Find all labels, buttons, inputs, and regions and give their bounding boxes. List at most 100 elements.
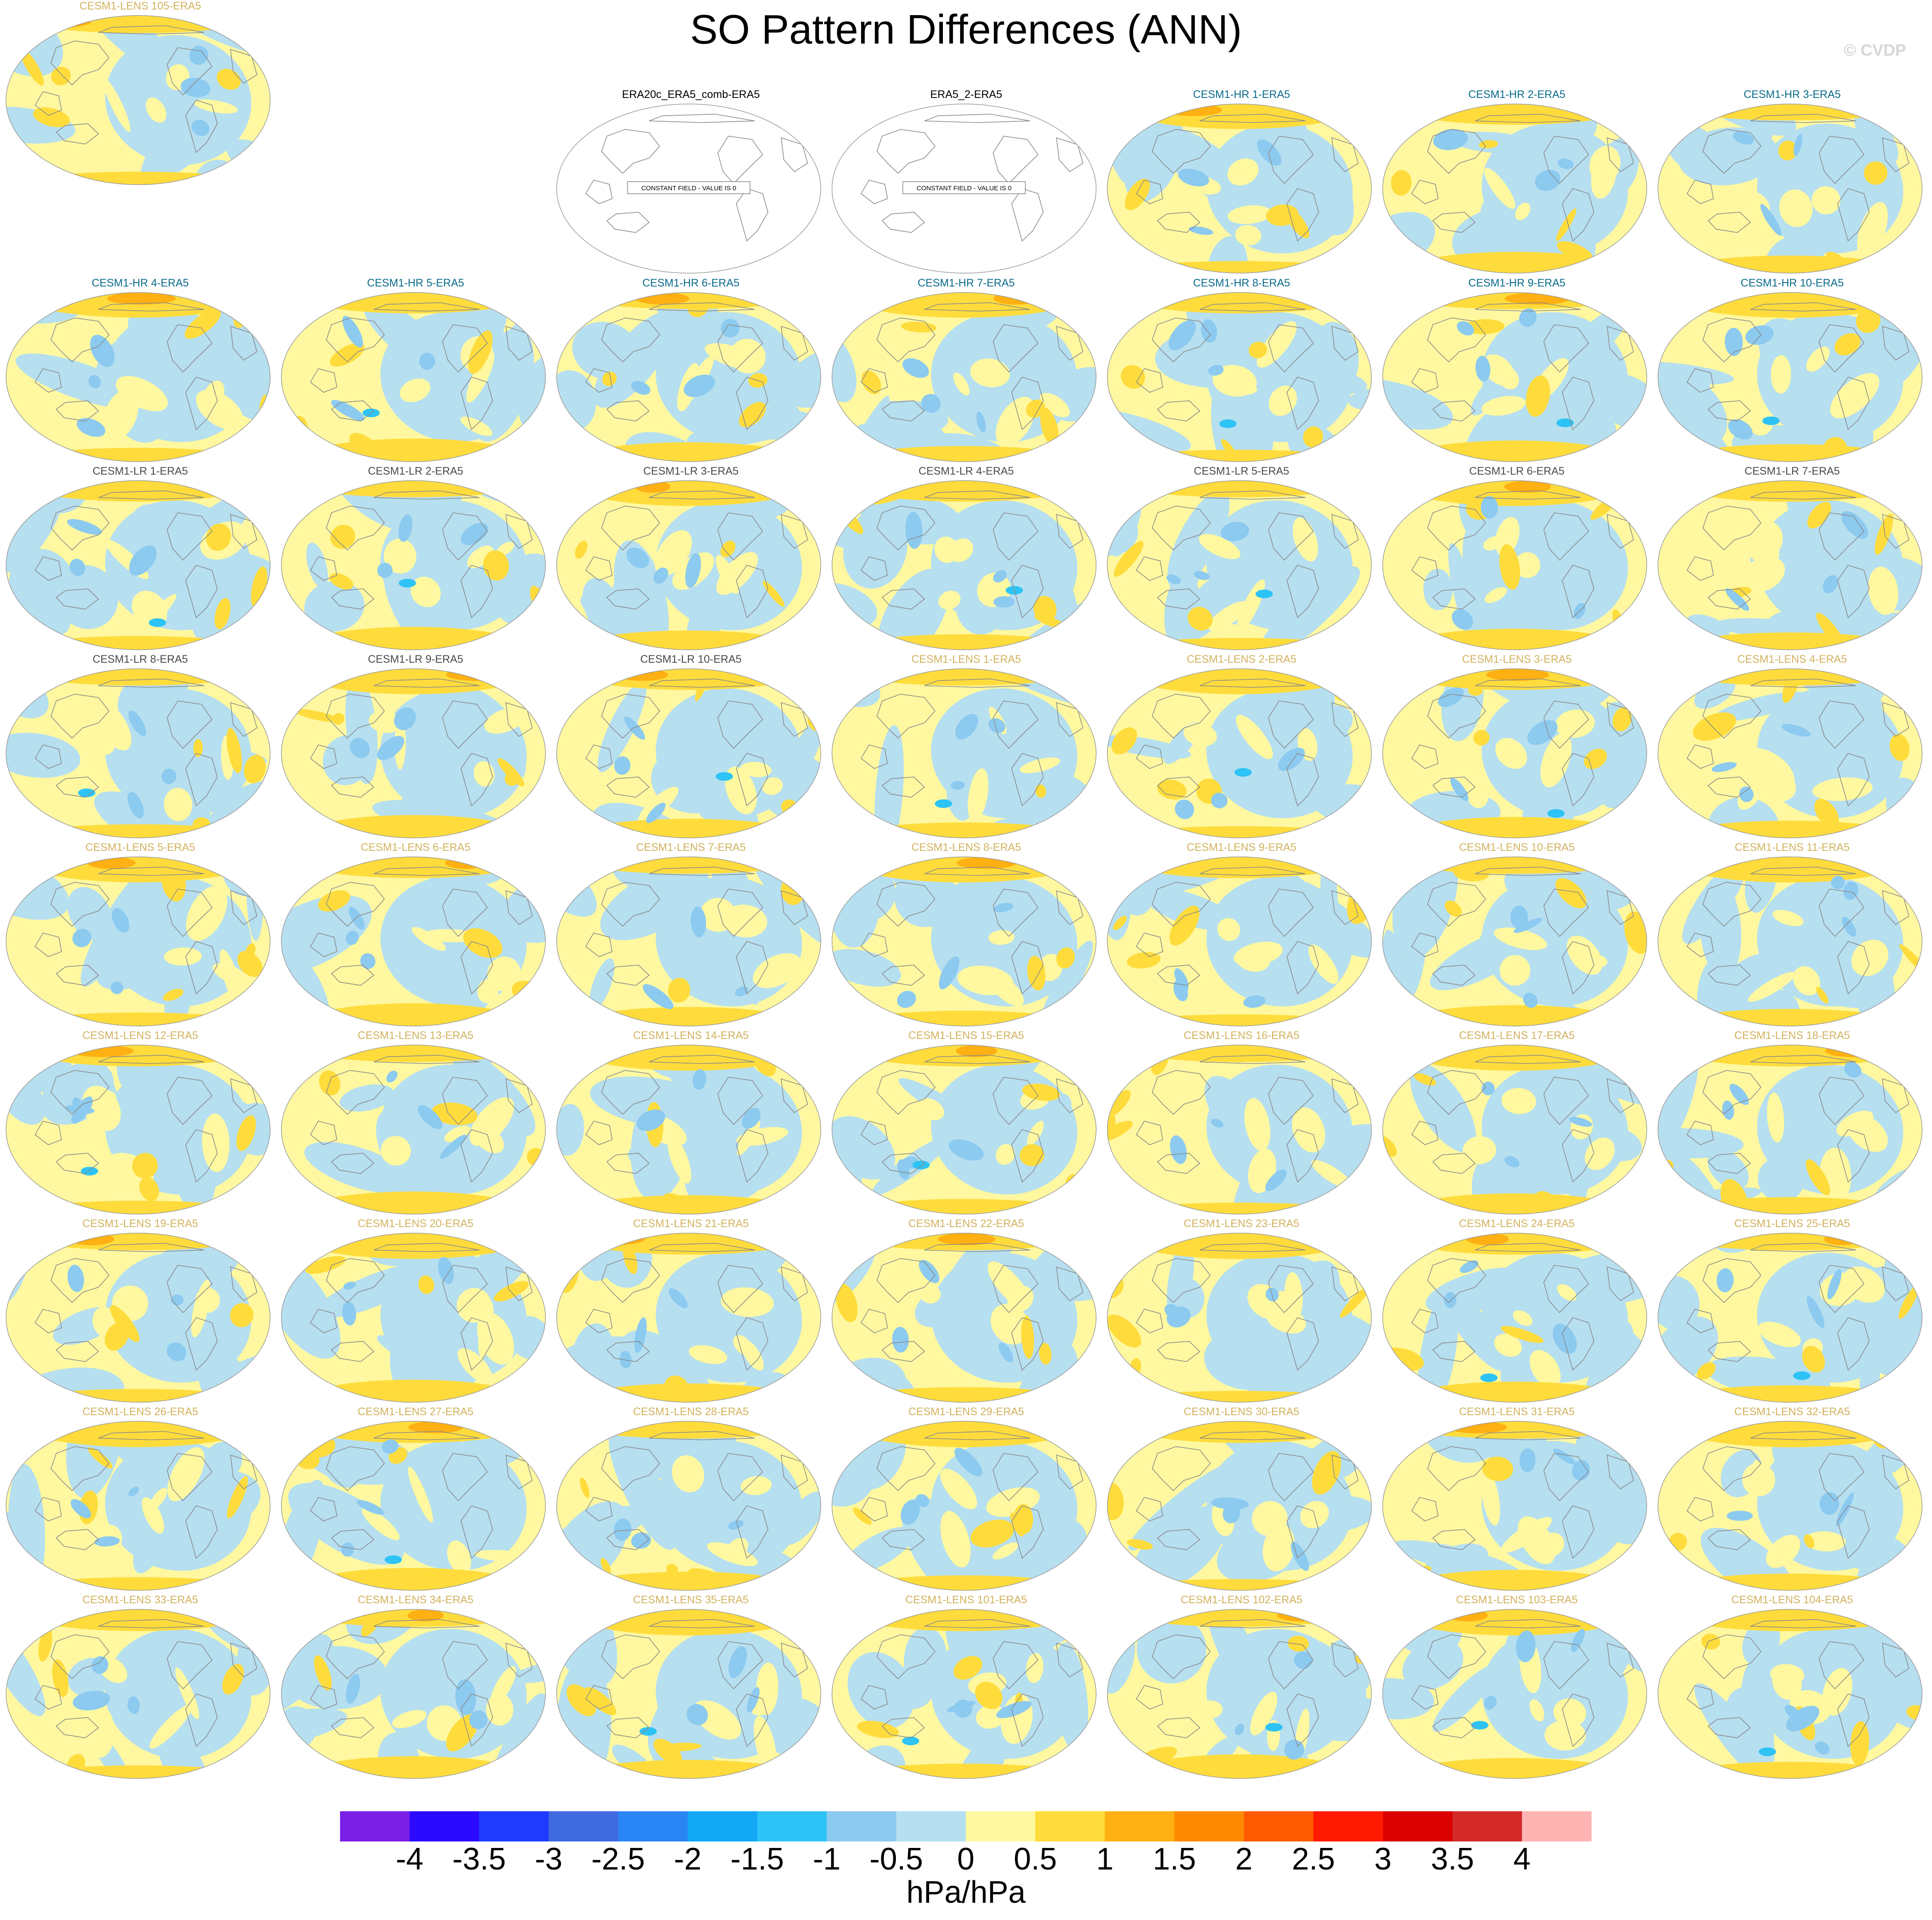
negative-anomaly-region bbox=[614, 540, 669, 650]
strong-negative-anomaly-region bbox=[624, 716, 645, 740]
positive-anomaly-region bbox=[17, 1609, 259, 1631]
coastline bbox=[993, 512, 1039, 561]
strong-negative-anomaly-region bbox=[1201, 319, 1217, 343]
coastline bbox=[230, 1643, 258, 1678]
coastline bbox=[56, 965, 99, 986]
coastline bbox=[1475, 1431, 1581, 1440]
positive-anomaly-region bbox=[92, 699, 132, 751]
negative-anomaly-region bbox=[1522, 752, 1574, 838]
strong-negative-anomaly-region bbox=[128, 1486, 139, 1497]
positive-anomaly-region bbox=[467, 545, 494, 569]
map-panel: CESM1-LENS 31-ERA5 bbox=[1381, 1406, 1653, 1594]
coastline bbox=[310, 368, 337, 393]
map-panel-title: CESM1-LENS 19-ERA5 bbox=[82, 1218, 199, 1230]
positive-anomaly-region bbox=[1035, 784, 1046, 798]
coastline bbox=[373, 302, 480, 312]
strong-negative-anomaly-region bbox=[438, 1257, 454, 1284]
positive-anomaly-region bbox=[1494, 1333, 1522, 1357]
positive-anomaly-region bbox=[237, 951, 263, 977]
strong-negative-anomaly-region bbox=[419, 353, 435, 370]
negative-anomaly-region bbox=[685, 1131, 778, 1207]
negative-anomaly-region bbox=[848, 1652, 915, 1729]
positive-anomaly-region bbox=[1620, 1421, 1647, 1432]
map-panel-title: ERA20c_ERA5_comb-ERA5 bbox=[622, 88, 760, 101]
positive-anomaly-region bbox=[1669, 1421, 1911, 1448]
positive-anomaly-region bbox=[1403, 440, 1627, 462]
coastline bbox=[98, 490, 205, 500]
map-panel-title: CESM1-HR 4-ERA5 bbox=[91, 277, 189, 289]
coastline bbox=[736, 753, 769, 807]
negative-anomaly-region bbox=[94, 791, 195, 838]
positive-anomaly-region bbox=[688, 1568, 727, 1585]
positive-anomaly-region bbox=[1292, 1107, 1325, 1153]
strong-negative-anomaly-region bbox=[1733, 131, 1754, 145]
positive-anomaly-region bbox=[1782, 669, 1800, 703]
negative-anomaly-region bbox=[782, 717, 821, 792]
coastline bbox=[924, 490, 1031, 500]
coastline bbox=[50, 1446, 110, 1491]
map-panel: CESM1-LENS 21-ERA5 bbox=[555, 1218, 827, 1406]
globe-outline bbox=[6, 1609, 271, 1779]
strong-positive-anomaly-region bbox=[1693, 104, 1736, 116]
positive-anomaly-region bbox=[940, 1511, 971, 1568]
coastline bbox=[56, 589, 99, 610]
map-globe bbox=[1107, 104, 1372, 274]
coastline bbox=[373, 866, 480, 876]
coastline bbox=[1543, 1641, 1589, 1690]
positive-anomaly-region bbox=[1157, 779, 1187, 800]
colorbar-tick-label: -4 bbox=[396, 1842, 424, 1876]
negative-anomaly-region bbox=[145, 1241, 239, 1291]
negative-anomaly-region bbox=[781, 1491, 821, 1545]
coastline bbox=[1475, 1054, 1581, 1064]
coastline bbox=[1268, 700, 1314, 749]
map-panel: CESM1-LENS 9-ERA5 bbox=[1106, 841, 1377, 1029]
positive-anomaly-region bbox=[1021, 1316, 1034, 1359]
coastline bbox=[460, 753, 493, 807]
map-globe bbox=[1382, 1233, 1647, 1403]
positive-anomaly-region bbox=[1027, 1121, 1044, 1146]
positive-anomaly-region bbox=[1747, 409, 1773, 436]
coastline bbox=[1268, 324, 1314, 373]
positive-anomaly-region bbox=[1834, 333, 1860, 356]
map-panel-title: CESM1-HR 10-ERA5 bbox=[1740, 277, 1844, 289]
coastline bbox=[1011, 1505, 1044, 1559]
coastline bbox=[1011, 1693, 1044, 1747]
positive-anomaly-region bbox=[432, 1102, 478, 1126]
positive-anomaly-region bbox=[1119, 1609, 1360, 1627]
strong-negative-anomaly-region bbox=[161, 768, 176, 784]
map-globe bbox=[281, 1045, 546, 1215]
positive-anomaly-region bbox=[1678, 444, 1902, 462]
positive-anomaly-region bbox=[52, 1659, 69, 1697]
coastline bbox=[781, 137, 808, 172]
positive-anomaly-region bbox=[1513, 1310, 1533, 1326]
negative-anomaly-region bbox=[1176, 552, 1199, 586]
map-panel-title: CESM1-LENS 31-ERA5 bbox=[1459, 1406, 1575, 1418]
positive-anomaly-region bbox=[1742, 556, 1785, 592]
coastline bbox=[442, 888, 488, 937]
map-globe bbox=[556, 1045, 821, 1215]
coastline bbox=[649, 678, 755, 688]
negative-anomaly-region bbox=[832, 1449, 875, 1507]
positive-anomaly-region bbox=[677, 1017, 693, 1026]
negative-anomaly-region bbox=[983, 1045, 1068, 1117]
positive-anomaly-region bbox=[566, 1684, 596, 1716]
positive-anomaly-region bbox=[1890, 734, 1910, 761]
coastline bbox=[505, 326, 533, 361]
coastline bbox=[167, 888, 213, 937]
positive-anomaly-region bbox=[853, 1508, 872, 1525]
strong-positive-anomaly-region bbox=[445, 857, 486, 869]
map-globe bbox=[281, 292, 546, 462]
coastline bbox=[1837, 1693, 1870, 1747]
positive-anomaly-region bbox=[164, 947, 202, 966]
strong-negative-anomaly-region bbox=[469, 1710, 488, 1729]
strong-negative-anomaly-region bbox=[1841, 511, 1869, 539]
positive-anomaly-region bbox=[1678, 821, 1902, 838]
coastline bbox=[1607, 702, 1634, 737]
coastline bbox=[1607, 514, 1634, 549]
map-globe bbox=[1382, 292, 1647, 462]
map-panel-title: CESM1-LENS 34-ERA5 bbox=[357, 1594, 474, 1606]
coastline bbox=[585, 1309, 613, 1334]
positive-anomaly-region bbox=[1636, 295, 1647, 341]
positive-anomaly-region bbox=[494, 1281, 529, 1302]
coastline bbox=[185, 1693, 218, 1747]
